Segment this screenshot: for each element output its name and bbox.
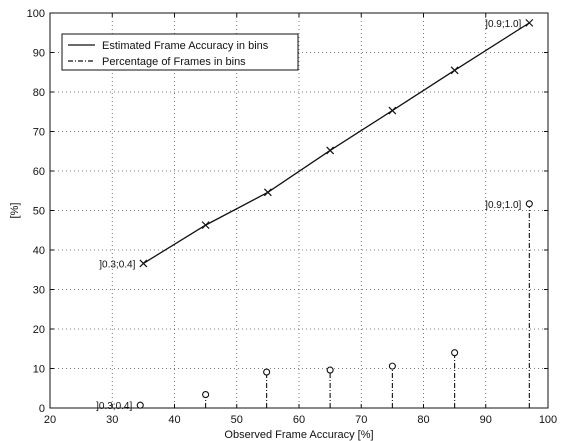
y-tick-label: 90 [33,48,45,60]
y-tick-label: 10 [33,364,45,376]
percentage-point [388,362,396,370]
bin-range-annotation: ]0.3;0.4] [99,259,135,270]
legend-label-percentage: Percentage of Frames in bins [102,56,246,68]
y-tick-label: 0 [39,403,45,415]
y-tick-label: 70 [33,127,45,139]
x-tick-label: 60 [293,414,305,426]
estimated-accuracy-point [326,146,335,155]
percentage-point [326,366,334,374]
legend-box [61,33,299,71]
legend: Estimated Frame Accuracy in bins Percent… [61,33,299,71]
percentage-series [136,200,533,409]
x-tick-label: 40 [168,414,180,426]
y-tick-label: 40 [33,245,45,257]
x-tick-label: 80 [417,414,429,426]
bin-range-annotation: ]0.9;1.0] [485,200,521,211]
x-tick-label: 30 [106,414,118,426]
bin-range-annotation: ]0.9;1.0] [485,19,521,30]
y-axis-label: [%] [9,203,21,219]
percentage-point [263,368,271,376]
percentage-point [136,401,144,409]
y-tick-label: 20 [33,324,45,336]
percentage-point [525,200,533,208]
x-tick-label: 70 [355,414,367,426]
estimated-accuracy-point [388,106,397,115]
x-tick-label: 50 [231,414,243,426]
y-axis-ticks: 0 10 20 30 40 50 60 70 80 90 100 [27,8,548,415]
percentage-point [202,391,210,399]
bin-range-annotation: ]0.3;0.4] [96,401,132,412]
x-tick-label: 20 [44,414,56,426]
annotations: ]0.3;0.4] ]0.9;1.0] ]0.3;0.4] ]0.9;1.0] [96,19,521,412]
y-tick-label: 80 [33,87,45,99]
estimated-accuracy-point [525,18,534,27]
estimated-accuracy-point [263,188,272,197]
x-axis-ticks: 20 30 40 50 60 70 80 90 100 [44,13,557,426]
estimated-accuracy-point [450,66,459,75]
x-tick-label: 90 [480,414,492,426]
y-tick-label: 100 [27,8,45,20]
estimated-accuracy-series [139,18,534,268]
y-tick-label: 60 [33,166,45,178]
estimated-accuracy-point [139,259,148,268]
y-tick-label: 30 [33,285,45,297]
grid [50,13,548,408]
estimated-accuracy-point [201,221,210,230]
x-axis-label: Observed Frame Accuracy [%] [224,429,373,441]
x-tick-label: 100 [539,414,557,426]
y-tick-label: 50 [33,206,45,218]
percentage-point [451,349,459,357]
legend-label-estimated: Estimated Frame Accuracy in bins [102,40,269,52]
